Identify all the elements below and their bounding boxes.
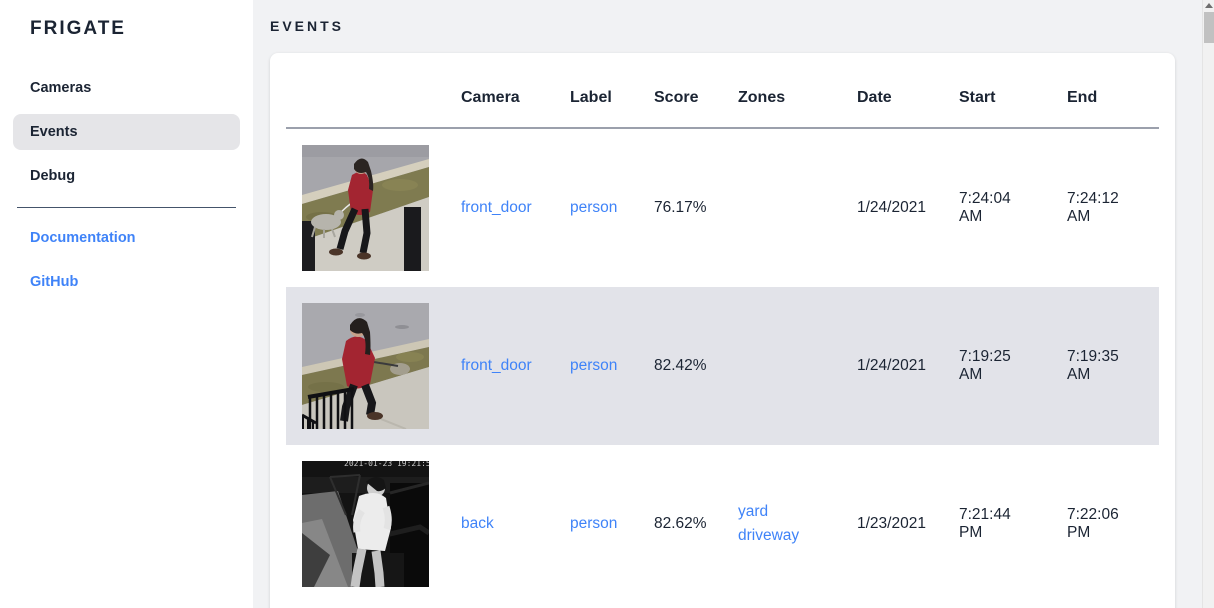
- date-value: 1/24/2021: [857, 199, 926, 216]
- camera-link[interactable]: front_door: [461, 357, 532, 374]
- label-link[interactable]: person: [570, 199, 618, 216]
- start-time-value: 7:21:44 PM: [959, 506, 1011, 541]
- end-time-value: 7:24:12 AM: [1067, 190, 1119, 225]
- zones-cell: [722, 287, 841, 445]
- scrollbar-up-arrow-icon[interactable]: [1205, 3, 1213, 8]
- camera-link[interactable]: front_door: [461, 199, 532, 216]
- score-value: 82.62%: [654, 515, 707, 532]
- column-header-label: Label: [554, 53, 638, 129]
- zone-link[interactable]: yard: [738, 503, 769, 520]
- event-row-selected[interactable]: front_door person 82.42% 1/24/2021 7:19:…: [286, 287, 1159, 445]
- start-time-value: 7:19:25 AM: [959, 348, 1011, 383]
- zone-link[interactable]: driveway: [738, 527, 800, 544]
- sidebar: FRIGATE Cameras Events Debug Documentati…: [0, 0, 253, 608]
- vertical-scrollbar[interactable]: [1202, 0, 1214, 608]
- column-header-camera: Camera: [445, 53, 554, 129]
- sidebar-item-events[interactable]: Events: [13, 114, 240, 150]
- main-content: EVENTS Camera Label Score Zones Date Sta…: [253, 0, 1202, 608]
- event-row[interactable]: 2021-01-23 19:21:52 back person 82.62% y…: [286, 445, 1159, 603]
- sidebar-divider: [17, 207, 236, 208]
- event-row[interactable]: front_door person 76.17% 1/24/2021 7:24:…: [286, 128, 1159, 287]
- date-value: 1/23/2021: [857, 515, 926, 532]
- score-value: 82.42%: [654, 357, 707, 374]
- scrollbar-thumb[interactable]: [1204, 12, 1214, 43]
- event-thumbnail[interactable]: 2021-01-23 19:21:52: [302, 461, 429, 587]
- thumbnail-timestamp-overlay: 2021-01-23 19:21:52: [344, 461, 429, 468]
- events-card: Camera Label Score Zones Date Start End: [270, 53, 1175, 608]
- event-thumbnail[interactable]: [302, 303, 429, 429]
- end-time-value: 7:22:06 PM: [1067, 506, 1119, 541]
- zones-cell: [722, 128, 841, 287]
- label-link[interactable]: person: [570, 357, 618, 374]
- label-link[interactable]: person: [570, 515, 618, 532]
- column-header-end: End: [1051, 53, 1159, 129]
- sidebar-link-documentation[interactable]: Documentation: [30, 230, 136, 246]
- app-logo: FRIGATE: [30, 18, 126, 39]
- sidebar-item-cameras[interactable]: Cameras: [30, 80, 92, 96]
- sidebar-nav: Cameras Events Debug: [13, 70, 240, 194]
- table-header-row: Camera Label Score Zones Date Start End: [286, 53, 1159, 129]
- camera-link[interactable]: back: [461, 515, 494, 532]
- date-value: 1/24/2021: [857, 357, 926, 374]
- column-header-date: Date: [841, 53, 943, 129]
- zones-cell: yard driveway: [722, 445, 841, 603]
- column-header-zones: Zones: [722, 53, 841, 129]
- column-header-thumbnail: [286, 53, 445, 129]
- column-header-score: Score: [638, 53, 722, 129]
- event-thumbnail[interactable]: [302, 145, 429, 271]
- start-time-value: 7:24:04 AM: [959, 190, 1011, 225]
- sidebar-link-github[interactable]: GitHub: [30, 274, 79, 290]
- column-header-start: Start: [943, 53, 1051, 129]
- events-table: Camera Label Score Zones Date Start End: [286, 53, 1159, 603]
- end-time-value: 7:19:35 AM: [1067, 348, 1119, 383]
- score-value: 76.17%: [654, 199, 707, 216]
- page-title: EVENTS: [270, 18, 345, 34]
- sidebar-item-debug[interactable]: Debug: [30, 168, 76, 184]
